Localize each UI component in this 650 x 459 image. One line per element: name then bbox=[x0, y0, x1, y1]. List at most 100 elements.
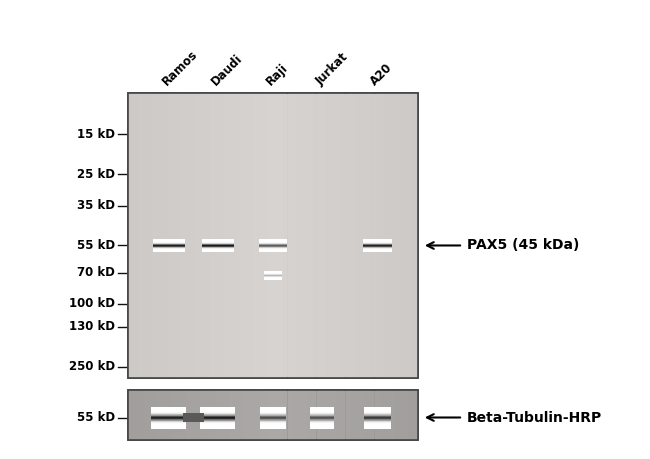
Bar bbox=[183, 413, 203, 422]
Bar bbox=[364, 418, 391, 419]
Bar bbox=[310, 417, 334, 418]
Bar bbox=[364, 407, 391, 408]
Bar bbox=[200, 422, 235, 423]
Bar bbox=[364, 410, 391, 411]
Bar bbox=[151, 414, 186, 415]
Bar bbox=[260, 415, 286, 416]
Bar bbox=[404, 93, 408, 378]
Bar bbox=[310, 427, 334, 428]
Bar bbox=[310, 413, 334, 414]
Text: 100 kD: 100 kD bbox=[69, 297, 115, 310]
Bar bbox=[394, 390, 398, 440]
Bar bbox=[200, 424, 235, 425]
Bar bbox=[331, 390, 336, 440]
Bar bbox=[225, 93, 229, 378]
Text: 55 kD: 55 kD bbox=[77, 239, 115, 252]
Bar bbox=[176, 93, 181, 378]
Bar bbox=[249, 93, 254, 378]
Bar bbox=[321, 93, 326, 378]
Text: A20: A20 bbox=[368, 61, 395, 88]
Bar bbox=[260, 416, 286, 417]
Bar bbox=[350, 390, 355, 440]
Bar bbox=[310, 422, 334, 423]
Bar bbox=[259, 93, 263, 378]
Bar bbox=[157, 93, 162, 378]
Text: 70 kD: 70 kD bbox=[77, 266, 115, 279]
Bar bbox=[260, 422, 286, 423]
Bar bbox=[326, 390, 331, 440]
Bar bbox=[200, 410, 235, 411]
Bar bbox=[152, 93, 157, 378]
Bar bbox=[205, 93, 210, 378]
Bar bbox=[408, 93, 413, 378]
Bar bbox=[200, 412, 235, 413]
Bar bbox=[215, 390, 220, 440]
Bar bbox=[394, 93, 398, 378]
Bar bbox=[260, 417, 286, 418]
Bar bbox=[249, 390, 254, 440]
Bar bbox=[310, 420, 334, 421]
Bar bbox=[200, 425, 235, 426]
Bar bbox=[364, 419, 391, 420]
Bar bbox=[408, 390, 413, 440]
Bar bbox=[200, 417, 235, 418]
Bar bbox=[200, 415, 235, 416]
Bar bbox=[151, 419, 186, 420]
Bar bbox=[138, 93, 142, 378]
Bar bbox=[200, 427, 235, 428]
Bar bbox=[310, 419, 334, 420]
Bar bbox=[307, 390, 311, 440]
Bar bbox=[364, 408, 391, 409]
Bar bbox=[128, 390, 418, 440]
Bar bbox=[128, 93, 133, 378]
Bar bbox=[346, 93, 350, 378]
Text: Jurkat: Jurkat bbox=[313, 50, 350, 88]
Bar bbox=[355, 93, 360, 378]
Bar bbox=[200, 428, 235, 429]
Bar bbox=[364, 426, 391, 427]
Bar bbox=[404, 390, 408, 440]
Bar bbox=[260, 420, 286, 421]
Bar bbox=[235, 390, 239, 440]
Bar bbox=[260, 424, 286, 425]
Bar bbox=[310, 414, 334, 415]
Bar bbox=[310, 411, 334, 412]
Bar bbox=[311, 93, 317, 378]
Bar bbox=[364, 425, 391, 426]
Bar bbox=[297, 93, 302, 378]
Bar bbox=[297, 390, 302, 440]
Bar bbox=[336, 390, 341, 440]
Bar bbox=[133, 93, 138, 378]
Bar bbox=[200, 421, 235, 422]
Bar bbox=[310, 407, 334, 408]
Bar bbox=[166, 93, 172, 378]
Bar bbox=[310, 428, 334, 429]
Bar bbox=[364, 423, 391, 424]
Bar bbox=[200, 419, 235, 420]
Bar bbox=[151, 415, 186, 416]
Text: Daudi: Daudi bbox=[209, 52, 245, 88]
Text: Beta-Tubulin-HRP: Beta-Tubulin-HRP bbox=[467, 410, 603, 425]
Bar bbox=[205, 390, 210, 440]
Bar bbox=[181, 93, 186, 378]
Bar bbox=[151, 423, 186, 424]
Text: PAX5 (45 kDa): PAX5 (45 kDa) bbox=[467, 239, 579, 252]
Bar bbox=[254, 390, 259, 440]
Bar bbox=[260, 428, 286, 429]
Bar bbox=[283, 390, 287, 440]
Bar bbox=[172, 390, 176, 440]
Bar bbox=[260, 418, 286, 419]
Bar bbox=[268, 390, 273, 440]
Bar bbox=[151, 428, 186, 429]
Bar bbox=[128, 93, 418, 378]
Bar bbox=[151, 408, 186, 409]
Bar bbox=[176, 390, 181, 440]
Bar bbox=[210, 93, 215, 378]
Bar bbox=[364, 424, 391, 425]
Bar bbox=[186, 93, 191, 378]
Bar bbox=[273, 390, 278, 440]
Bar bbox=[260, 423, 286, 424]
Bar bbox=[244, 390, 249, 440]
Bar bbox=[166, 390, 172, 440]
Bar bbox=[229, 93, 235, 378]
